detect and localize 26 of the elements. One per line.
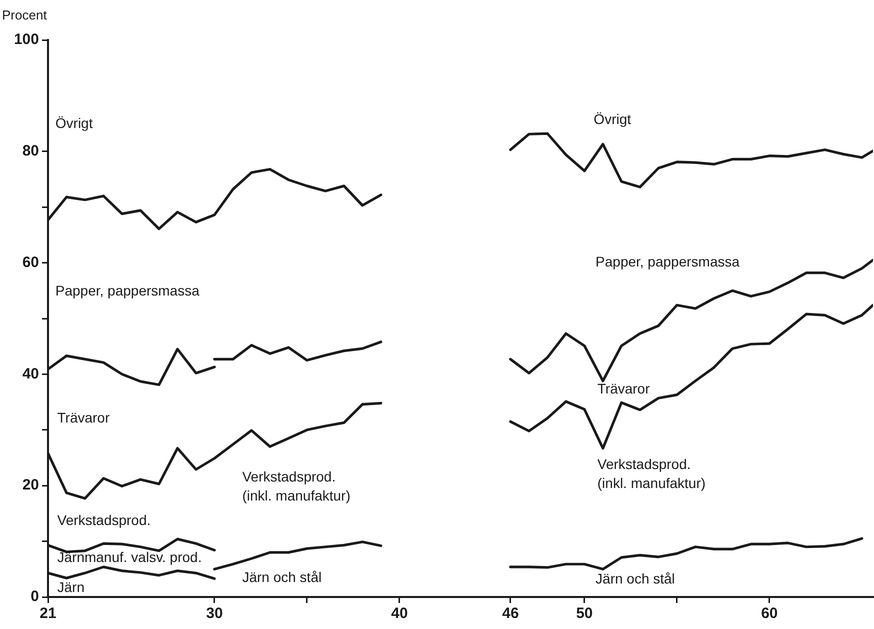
annotation: Järn — [57, 578, 84, 595]
x-tick-label: 60 — [761, 605, 778, 622]
y-tick-label: 60 — [22, 254, 39, 271]
annotation: Trävaror — [57, 410, 110, 426]
y-tick-label: 100 — [14, 31, 39, 48]
annotation: Verkstadsprod. — [57, 512, 151, 528]
x-tick-label: 40 — [391, 605, 408, 622]
y-tick-label: 80 — [22, 142, 39, 160]
annotation: Verkstadsprod. (inkl. manufaktur) — [242, 468, 350, 504]
x-tick-label: 50 — [576, 605, 593, 622]
annotation: Papper, pappersmassa — [596, 254, 740, 270]
x-tick-label: 30 — [206, 605, 223, 622]
y-tick-label: 40 — [22, 365, 39, 382]
annotation: Övrigt — [55, 114, 93, 131]
y-tick-label: 20 — [22, 476, 39, 494]
annotation: Papper, pappersmassa — [55, 282, 200, 299]
y-axis-title: Procent — [2, 8, 48, 23]
annotation: Trävaror — [597, 380, 650, 397]
annotation: Övrigt — [594, 111, 632, 128]
x-tick-label: 46 — [502, 605, 519, 622]
annotation: Järnmanuf. valsv. prod. — [57, 548, 202, 565]
x-tick-label: 21 — [40, 605, 56, 622]
annotation: Järn och stål — [242, 568, 322, 585]
annotation: Verkstadsprod. (inkl. manufaktur) — [597, 456, 706, 491]
annotation: Järn och stål — [596, 570, 675, 587]
y-tick-label: 0 — [30, 588, 39, 606]
